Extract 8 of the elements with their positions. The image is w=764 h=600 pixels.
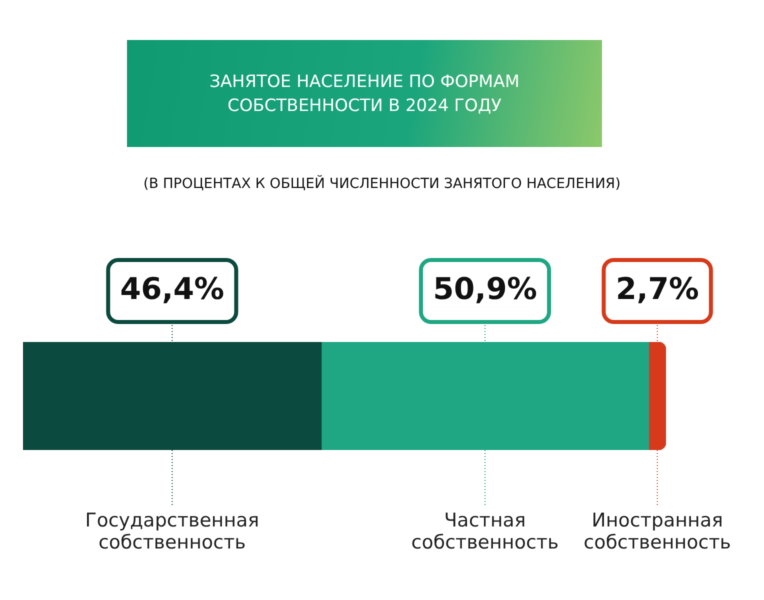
chart-subtitle: (В ПРОЦЕНТАХ К ОБЩЕЙ ЧИСЛЕННОСТИ ЗАНЯТОГО НАСЕЛЕНИЯ) [142, 176, 622, 192]
text: Частная собственность [411, 509, 559, 554]
text: Государственная собственность [85, 509, 260, 554]
text: Иностранная собственность [584, 509, 732, 554]
data-label: 50,9% [432, 272, 538, 307]
chart-title: ЗАНЯТОЕ НАСЕЛЕНИЕ ПО ФОРМАМ СОБСТВЕННОСТИ В 2024 ГОДУ [127, 40, 602, 147]
data-label: 2,7% [616, 272, 699, 307]
data-label: 46,4% [120, 272, 224, 307]
